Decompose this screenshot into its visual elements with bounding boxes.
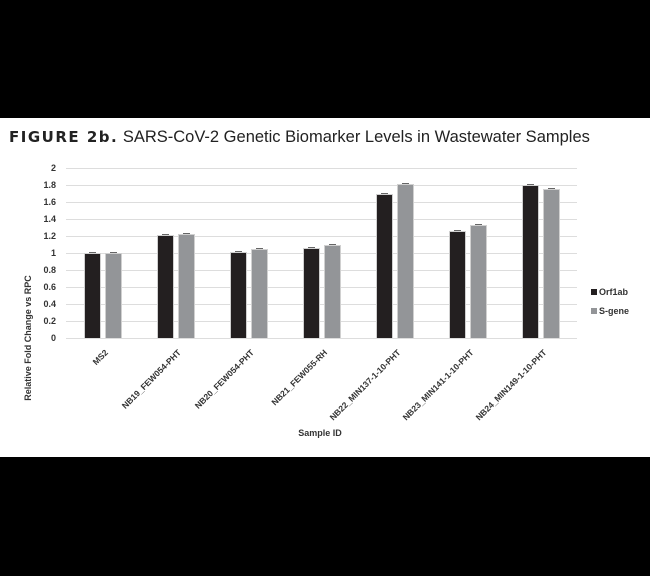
bar-orf1ab (83, 253, 101, 338)
figure-label: FIGURE 2b. (9, 128, 119, 146)
bar-s-gene (250, 248, 268, 338)
y-tick-label: 1 (50, 248, 56, 258)
error-bar (182, 233, 190, 235)
error-bar (88, 252, 96, 253)
y-tick-label: 1.6 (43, 197, 56, 207)
bar-s-gene (396, 184, 414, 338)
gridline (66, 287, 577, 288)
error-bar (547, 188, 555, 190)
x-tick-label: NB22_MIN137-1-10-PHT (327, 347, 403, 423)
y-tick-label: 1.8 (43, 180, 56, 190)
x-tick-label: NB23_MIN141-1-10-PHT (400, 347, 476, 423)
legend-label: S-gene (599, 306, 630, 316)
legend-item-s-gene: S-gene (591, 306, 629, 316)
gridline (66, 168, 577, 169)
gridline (66, 202, 577, 203)
y-tick-label: 1.4 (43, 214, 56, 224)
error-bar (526, 184, 534, 185)
bar-orf1ab (375, 194, 393, 338)
error-bar (380, 193, 388, 195)
bar-orf1ab (156, 235, 174, 338)
x-axis-label: Sample ID (298, 428, 342, 438)
error-bar (234, 251, 242, 253)
y-tick-label: 1.2 (43, 231, 56, 241)
gridline (66, 253, 577, 254)
gridline (66, 219, 577, 220)
legend-label: Orf1ab (599, 287, 629, 297)
bar-s-gene (104, 253, 122, 338)
gridline (66, 270, 577, 271)
gridline (66, 185, 577, 186)
y-tick-label: 0.6 (43, 282, 56, 292)
legend-item-orf1ab: Orf1ab (591, 287, 628, 297)
bar-orf1ab (302, 247, 320, 338)
x-tick-label: NB24_MIN149-1-10-PHT (473, 347, 549, 423)
gridline (66, 304, 577, 305)
y-tick-label: 0.4 (43, 299, 56, 309)
error-bar (474, 223, 482, 225)
y-tick-label: 0 (50, 333, 56, 343)
legend-swatch (591, 289, 597, 295)
bar-orf1ab (448, 230, 466, 338)
figure-title-text: SARS-CoV-2 Genetic Biomarker Levels in W… (122, 128, 590, 146)
gridline (66, 338, 577, 339)
error-bar (255, 247, 263, 249)
error-bar (401, 183, 409, 185)
y-tick-label: 0.8 (43, 265, 56, 275)
error-bar (109, 252, 117, 253)
x-tick-label: NB20_FEW054-PHT (192, 347, 257, 411)
bar-orf1ab (229, 252, 247, 338)
bar-s-gene (323, 245, 341, 338)
y-tick-label: 0.2 (43, 316, 56, 326)
bar-s-gene (177, 234, 195, 338)
error-bar (453, 229, 461, 231)
bar-s-gene (542, 189, 560, 338)
x-tick-label: NB19_FEW054-PHT (119, 347, 184, 411)
x-tick-label: NB21_FEW055-RH (269, 347, 330, 408)
gridline (66, 236, 577, 237)
bar-orf1ab (521, 185, 539, 338)
error-bar (328, 244, 336, 246)
figure-panel: FIGURE 2b. SARS-CoV-2 Genetic Biomarker … (0, 118, 650, 457)
y-tick-label: 2 (50, 163, 56, 173)
gridline (66, 321, 577, 322)
bar-s-gene (469, 224, 487, 338)
figure-title: FIGURE 2b. SARS-CoV-2 Genetic Biomarker … (9, 128, 590, 147)
legend-swatch (591, 308, 597, 314)
x-tick-label: MS2 (90, 347, 111, 367)
error-bar (161, 234, 169, 236)
error-bar (307, 246, 315, 248)
